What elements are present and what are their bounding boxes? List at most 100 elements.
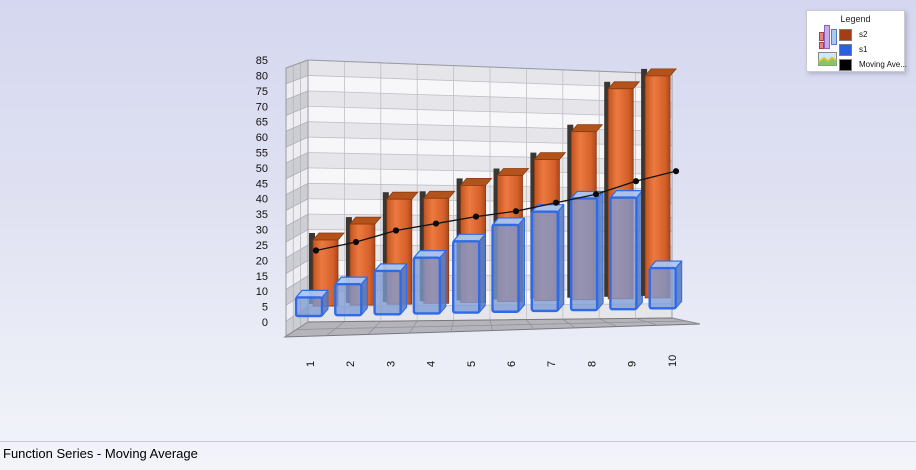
side-wall-band — [286, 275, 308, 306]
column-chart-icon — [819, 25, 837, 49]
y-axis-label-5: 5 — [262, 302, 268, 314]
moving-average-point-1[interactable] — [312, 247, 320, 254]
x-axis-label-8: 8 — [586, 361, 598, 367]
bar-s1-10[interactable] — [648, 266, 677, 310]
moving-average-point-6[interactable] — [512, 208, 520, 215]
bar-s2-top-2 — [349, 216, 382, 225]
bar-s2-top-6 — [496, 168, 530, 176]
y-axis-label-0: 0 — [262, 317, 268, 329]
moving-average-point-4[interactable] — [432, 220, 440, 227]
y-axis-label-10: 10 — [256, 286, 268, 298]
legend-entry-moving-average[interactable]: Moving Ave... — [839, 58, 907, 71]
side-wall-band — [286, 214, 308, 243]
gridline-h — [285, 152, 309, 164]
x-axis-label-9: 9 — [627, 361, 639, 367]
legend-swatch-s1 — [839, 43, 852, 56]
side-wall-band — [286, 90, 308, 116]
floor-gridline — [296, 320, 687, 330]
bar-s2-side-4 — [419, 191, 426, 302]
side-wall-band — [286, 152, 308, 179]
gridline-h — [285, 136, 309, 148]
bar-s2-side-10 — [641, 68, 648, 296]
side-wall-band — [286, 75, 308, 100]
gridline-h — [285, 275, 309, 290]
gridline-h — [285, 75, 309, 85]
bar-s1-6[interactable] — [491, 223, 520, 313]
side-wall-band — [286, 167, 308, 195]
moving-average-point-2[interactable] — [352, 238, 360, 246]
side-wall-band — [286, 229, 308, 258]
moving-average-point-7[interactable] — [552, 199, 560, 206]
gridline-h — [285, 260, 309, 275]
x-axis-label-3: 3 — [385, 361, 397, 367]
bar-s2-top-7 — [533, 152, 567, 161]
legend-entry-s1[interactable]: s1 — [839, 43, 867, 56]
side-wall-band — [286, 106, 308, 132]
bar-s1-4[interactable] — [412, 256, 442, 315]
wall-edge — [307, 59, 673, 75]
bar-s2-top-9 — [607, 81, 641, 90]
side-wall-band — [286, 260, 308, 290]
legend-entry-s2[interactable]: s2 — [839, 28, 867, 41]
bar-s1-2[interactable] — [334, 282, 363, 317]
y-axis-label-70: 70 — [256, 101, 268, 113]
x-axis-label-2: 2 — [345, 361, 357, 367]
side-wall-band — [286, 60, 308, 84]
y-axis-label-60: 60 — [256, 132, 268, 144]
x-axis-label-7: 7 — [546, 361, 558, 367]
side-wall-band — [286, 183, 308, 211]
bar-s2-top-5 — [459, 177, 493, 186]
bar-s2-top-4 — [422, 190, 456, 199]
y-axis-label-50: 50 — [256, 163, 268, 175]
bar-s2-top-1 — [312, 232, 345, 241]
gridline-h — [285, 90, 309, 100]
area-chart-icon — [818, 52, 837, 66]
gridline-h — [285, 198, 309, 211]
bar-s2-side-3 — [382, 192, 389, 303]
moving-average-point-10[interactable] — [672, 168, 680, 175]
bar-s2-top-3 — [385, 191, 419, 200]
y-axis-label-15: 15 — [256, 271, 268, 283]
moving-average-point-5[interactable] — [472, 213, 480, 220]
moving-average-point-3[interactable] — [392, 227, 400, 234]
moving-average-point-9[interactable] — [632, 178, 640, 185]
gridline-h — [285, 182, 309, 195]
legend-title: Legend — [840, 14, 871, 24]
x-axis-label-1: 1 — [305, 361, 317, 367]
y-axis-label-65: 65 — [256, 117, 268, 129]
legend-swatch-s2 — [839, 28, 852, 41]
legend-swatch-moving-average — [839, 58, 852, 71]
bar-s1-1[interactable] — [294, 296, 324, 318]
gridline-h — [285, 244, 309, 259]
legend-label: Moving Ave... — [859, 60, 907, 69]
bar-s1-5[interactable] — [452, 240, 481, 314]
y-axis-label-80: 80 — [256, 70, 268, 82]
y-axis-label-75: 75 — [256, 86, 268, 98]
gridline-h — [285, 213, 309, 227]
bar-s1-7[interactable] — [530, 210, 559, 313]
gridline-h — [285, 229, 309, 243]
y-axis-label-40: 40 — [256, 194, 268, 206]
bar-s1-3[interactable] — [373, 269, 402, 316]
y-axis-label-20: 20 — [256, 255, 268, 267]
bar-s1-9[interactable] — [609, 196, 638, 311]
footer-separator — [0, 441, 916, 442]
legend-panel: Legend s2 s1 Moving Ave... — [806, 10, 907, 72]
bar-s2-top-10 — [644, 68, 677, 77]
side-wall-band — [286, 121, 308, 148]
bar-s2-side-1 — [309, 233, 315, 304]
x-axis-label-4: 4 — [426, 361, 438, 367]
bar-s2-side-9 — [604, 81, 611, 297]
y-axis-label-30: 30 — [256, 225, 268, 237]
y-axis-label-55: 55 — [256, 147, 268, 159]
bar-s2-top-8 — [570, 124, 604, 133]
wall-edge — [285, 59, 309, 69]
gridline-h — [285, 105, 309, 116]
legend-label: s2 — [859, 30, 868, 39]
moving-average-line — [315, 170, 677, 252]
side-wall-band — [286, 198, 308, 227]
bar-s1-8[interactable] — [569, 197, 599, 312]
x-axis-label-5: 5 — [466, 361, 478, 367]
moving-average-point-8[interactable] — [592, 191, 600, 198]
